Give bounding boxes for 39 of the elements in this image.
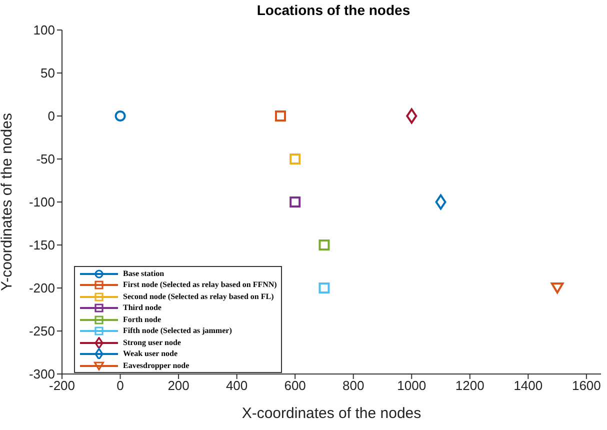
y-tick-label: -50	[36, 152, 55, 167]
x-tick-label: 1600	[572, 378, 601, 394]
legend-label: Eavesdropper node	[123, 360, 190, 371]
y-tick-label: -100	[28, 194, 55, 210]
x-tick-label: 200	[168, 378, 190, 394]
legend-label: Second node (Selected as relay based on FL)	[123, 290, 274, 302]
y-tick-label: 50	[40, 66, 55, 81]
x-axis-title: X-coordinates of the nodes	[242, 405, 422, 422]
y-tick-label: -300	[28, 366, 55, 382]
x-tick-label: 1000	[397, 378, 426, 394]
y-axis-title: Y-coordinates of the nodes	[0, 113, 16, 291]
chart-title: Locations of the nodes	[256, 2, 412, 18]
x-tick-label: 0	[116, 378, 124, 394]
point	[275, 110, 286, 122]
point	[290, 154, 301, 164]
point	[406, 108, 418, 124]
point	[114, 110, 126, 122]
legend-label: Strong user node	[123, 336, 181, 348]
x-tick-label: 1200	[455, 378, 484, 394]
legend-label: First node (Selected as relay based on FFNN)	[123, 279, 277, 290]
point	[290, 196, 301, 208]
x-tick-label: 1400	[514, 378, 543, 394]
point	[435, 194, 446, 210]
legend-label: Forth node	[123, 314, 161, 325]
y-tick-label: -250	[28, 324, 55, 339]
y-tick-label: -200	[28, 280, 55, 296]
legend-label: Fifth node (Selected as jammer)	[123, 325, 232, 336]
y-tick-label: 0	[48, 108, 55, 124]
legend-label: Base station	[123, 268, 164, 279]
legend-label: Weak user node	[123, 348, 178, 360]
point	[318, 282, 330, 294]
point	[318, 240, 330, 250]
y-tick-label: -150	[28, 238, 55, 253]
x-tick-label: 800	[342, 378, 364, 394]
y-tick-label: 100	[33, 22, 55, 38]
point	[550, 282, 564, 294]
x-tick-label: 400	[226, 378, 248, 394]
legend-label: Third node	[123, 302, 162, 314]
x-tick-label: 600	[284, 378, 306, 394]
